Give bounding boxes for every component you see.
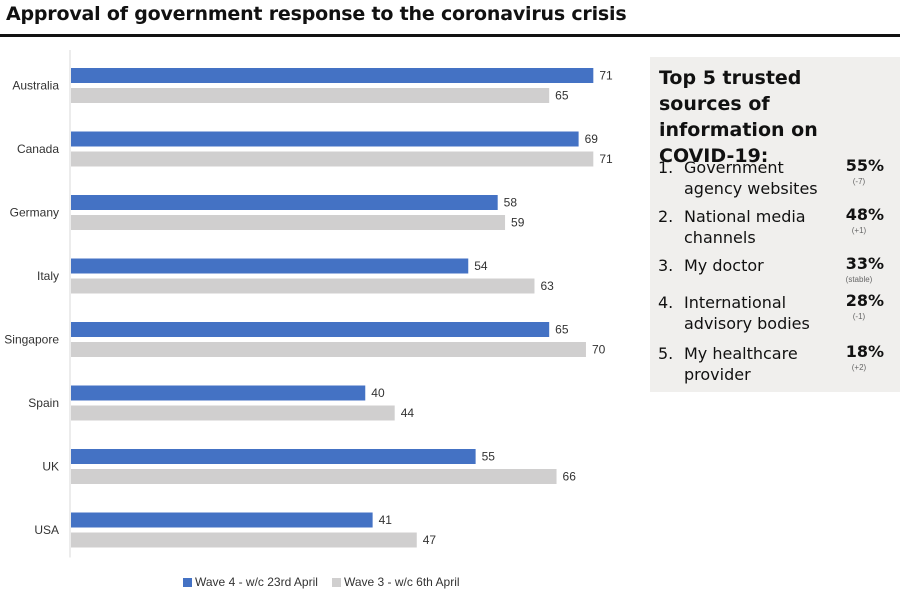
bar-wave-4 [71, 131, 579, 147]
category-label: Australia [12, 79, 59, 93]
data-label: 71 [599, 69, 613, 83]
data-label: 65 [555, 323, 569, 337]
data-label: 55 [482, 450, 496, 464]
data-label: 40 [371, 386, 385, 400]
bar-wave-4 [71, 322, 550, 337]
source-rank: 5. [658, 344, 674, 363]
bar-wave-3 [71, 215, 506, 230]
bar-wave-3 [71, 405, 395, 421]
data-label: 59 [511, 216, 525, 230]
source-change: (stable) [845, 275, 873, 284]
source-label: My healthcare provider [684, 344, 798, 384]
category-label: Italy [37, 269, 59, 283]
source-rank: 3. [658, 256, 674, 275]
source-item: 3. My doctor 33% (stable) [658, 254, 894, 299]
trusted-sources-panel: Top 5 trusted sources of information on … [650, 57, 900, 392]
data-label: 54 [474, 259, 488, 273]
source-label: National media channels [684, 207, 806, 247]
source-item: 1. Government agency websites 55% (-7) [658, 156, 894, 201]
source-change: (+2) [851, 363, 867, 372]
bar-wave-4 [71, 68, 594, 83]
source-change: (-1) [852, 312, 866, 321]
category-label: Spain [28, 396, 59, 410]
panel-title: Top 5 trusted sources of information on … [659, 67, 818, 167]
legend-label-wave-3: Wave 3 - w/c 6th April [343, 575, 460, 589]
bar-wave-4 [71, 512, 373, 528]
data-label: 47 [423, 533, 437, 547]
bar-wave-3 [71, 278, 535, 294]
data-label: 71 [599, 152, 613, 166]
data-label: 58 [504, 196, 518, 210]
bar-wave-4 [71, 258, 469, 274]
category-label: USA [34, 523, 59, 537]
legend-swatch-wave-3 [331, 577, 341, 587]
category-label: Singapore [4, 333, 59, 347]
source-percent: 33% [845, 254, 884, 273]
bar-wave-4 [71, 449, 476, 464]
data-label: 70 [592, 343, 606, 357]
data-label: 66 [563, 470, 577, 484]
source-change: (+1) [851, 226, 867, 235]
category-label: UK [42, 460, 59, 474]
title-divider [0, 34, 900, 37]
bar-wave-4 [71, 385, 366, 401]
source-change: (-7) [852, 177, 866, 186]
source-percent: 28% [845, 291, 884, 310]
category-label: Germany [10, 206, 59, 220]
source-rank: 2. [658, 207, 674, 226]
data-label: 63 [540, 279, 554, 293]
chart-title: Approval of government response to the c… [6, 3, 627, 25]
source-rank: 4. [658, 293, 674, 312]
legend-item-wave-4: Wave 4 - w/c 23rd April [183, 575, 318, 589]
source-item: 5. My healthcare provider 18% (+2) [658, 342, 894, 387]
source-label: Government agency websites [684, 158, 818, 198]
source-label: My doctor [684, 256, 764, 275]
data-label: 41 [379, 513, 393, 527]
source-rank: 1. [658, 158, 674, 177]
source-percent: 18% [845, 342, 884, 361]
legend-item-wave-3: Wave 3 - w/c 6th April [331, 575, 460, 589]
data-label: 65 [555, 89, 569, 103]
bar-chart: Australia7165Canada6971Germany5859Italy5… [4, 50, 613, 558]
chart-legend: Wave 4 - w/c 23rd April Wave 3 - w/c 6th… [183, 575, 474, 589]
source-item: 4. International advisory bodies 28% (-1… [658, 291, 894, 336]
data-label: 44 [401, 406, 415, 420]
bar-wave-4 [71, 195, 498, 210]
bar-wave-3 [71, 342, 586, 357]
bar-wave-3 [71, 469, 557, 484]
bar-wave-3 [71, 88, 550, 103]
source-item: 2. National media channels 48% (+1) [658, 205, 894, 250]
source-percent: 55% [845, 156, 884, 175]
legend-swatch-wave-4 [183, 577, 192, 587]
category-label: Canada [17, 142, 59, 156]
data-label: 69 [585, 132, 599, 146]
bar-wave-3 [71, 151, 594, 167]
legend-label-wave-4: Wave 4 - w/c 23rd April [195, 575, 318, 589]
source-percent: 48% [845, 205, 884, 224]
source-label: International advisory bodies [684, 293, 810, 333]
bar-wave-3 [71, 532, 417, 548]
